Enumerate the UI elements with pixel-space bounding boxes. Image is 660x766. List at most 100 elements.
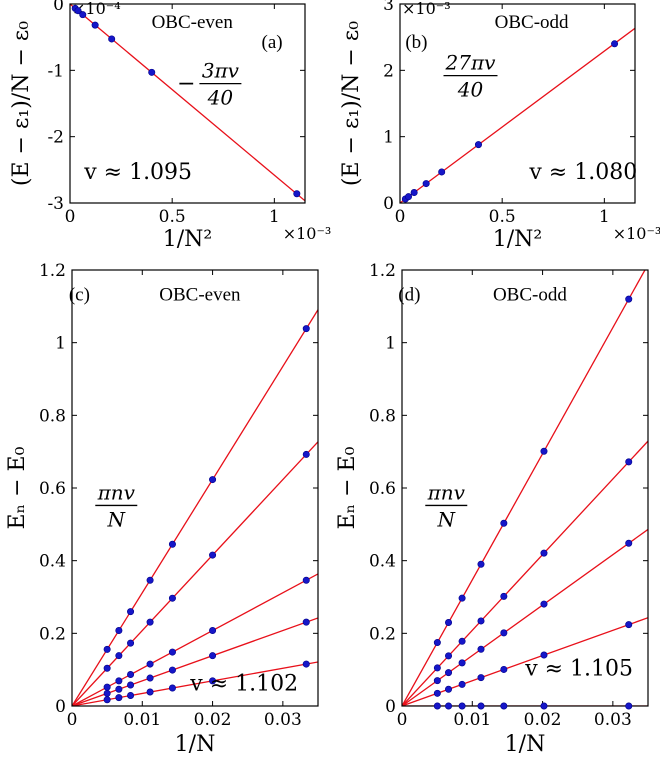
x-tick-label: 0.03	[264, 710, 302, 730]
data-point	[625, 295, 633, 303]
data-point	[127, 681, 135, 689]
y-axis-label: (E − ε₁)/N − ε₀	[9, 21, 34, 186]
formula-numerator: 3πv	[202, 59, 240, 83]
y-tick-label: 3	[383, 0, 394, 15]
x-tick-label: 0.5	[489, 207, 516, 227]
data-point	[293, 190, 301, 198]
data-point	[103, 696, 111, 704]
formula-sign: −	[177, 72, 195, 97]
data-point	[445, 685, 453, 693]
panel-tag: (b)	[405, 32, 427, 53]
y-tick-label: 0	[55, 697, 66, 717]
y-tick-label: 2	[383, 61, 394, 81]
y-tick-label: 1	[383, 128, 394, 148]
data-point	[445, 619, 453, 627]
y-tick-label: 0.2	[39, 624, 66, 644]
formula-denominator: N	[437, 507, 457, 531]
data-point	[302, 576, 310, 584]
data-point	[74, 7, 82, 15]
panel-title: OBC-odd	[493, 285, 567, 306]
panel-c: 0 0.01 0.02 0.03 0 0.2 0.4 0.6 0.8 1 1.2 1/N Eₙ − E₀…	[5, 261, 319, 757]
data-point	[302, 660, 310, 668]
y-axis-label: Eₙ − E₀	[335, 446, 360, 529]
data-point	[477, 674, 485, 682]
panel-title: OBC-even	[152, 12, 234, 33]
data-point	[458, 680, 466, 688]
data-point	[168, 648, 176, 656]
velocity-label: v ≈ 1.080	[528, 160, 637, 185]
data-point	[625, 702, 633, 710]
data-point	[433, 677, 441, 685]
data-point	[115, 694, 123, 702]
data-point	[458, 637, 466, 645]
data-point	[477, 560, 485, 568]
x-tick-label: 0	[67, 710, 78, 730]
data-point	[433, 689, 441, 697]
data-point	[146, 688, 154, 696]
data-point	[127, 639, 135, 647]
data-point	[540, 651, 548, 659]
velocity-label: v ≈ 1.095	[83, 160, 192, 185]
formula-denominator: N	[107, 507, 127, 531]
formula-denominator: 40	[207, 86, 234, 110]
y-axis-label: (E − ε₁)/N − ε₀	[339, 21, 364, 186]
data-point	[127, 671, 135, 679]
data-point	[209, 652, 217, 660]
data-point	[445, 669, 453, 677]
data-point	[625, 458, 633, 466]
data-point	[209, 677, 217, 685]
fit-formula: πnv N	[95, 480, 138, 531]
fit-line-0	[72, 661, 318, 706]
velocity-label: v ≈ 1.102	[189, 672, 298, 697]
data-point	[168, 684, 176, 692]
data-point	[405, 193, 413, 201]
x-axis-label: 1/N²	[493, 227, 542, 252]
data-point	[127, 691, 135, 699]
panel-tag: (c)	[69, 285, 90, 306]
data-point	[433, 702, 441, 710]
x-tick-label: 1	[269, 207, 280, 227]
data-point	[625, 539, 633, 547]
y-tick-label: 1	[385, 334, 396, 354]
x-multiplier: ×10⁻³	[613, 224, 660, 243]
fit-line-3	[402, 440, 648, 706]
data-point	[103, 664, 111, 672]
x-tick-label: 0.01	[123, 710, 161, 730]
data-points	[433, 295, 633, 710]
panel-title: OBC-even	[159, 285, 241, 306]
fit-lines	[402, 270, 648, 706]
fit-formula: πnv N	[425, 480, 468, 531]
data-point	[209, 551, 217, 559]
y-tick-label: 1.2	[39, 261, 66, 281]
data-point	[148, 68, 156, 76]
y-tick-label: 0.4	[39, 552, 66, 572]
data-point	[209, 627, 217, 635]
data-point	[458, 594, 466, 602]
data-point	[302, 325, 310, 333]
axes-box	[69, 3, 306, 204]
y-tick-label: 0	[53, 0, 64, 15]
panel-title: OBC-odd	[495, 12, 569, 33]
x-tick-label: 0.5	[159, 207, 186, 227]
formula-denominator: 40	[457, 78, 484, 102]
data-point	[500, 519, 508, 527]
x-axis-label: 1/N²	[163, 227, 212, 252]
y-tick-label: 0.6	[39, 479, 66, 499]
x-axis-label: 1/N	[505, 732, 546, 757]
data-point	[302, 450, 310, 458]
y-tick-label: 0.4	[369, 552, 396, 572]
data-point	[146, 674, 154, 682]
x-tick-label: 0	[397, 710, 408, 730]
data-point	[458, 659, 466, 667]
fit-line-4	[402, 270, 646, 706]
data-point	[146, 618, 154, 626]
formula-numerator: πnv	[427, 480, 466, 504]
fit-line-2	[72, 573, 318, 706]
data-point	[115, 627, 123, 635]
data-point	[146, 576, 154, 584]
data-point	[433, 639, 441, 647]
data-point	[445, 652, 453, 660]
data-point	[540, 447, 548, 455]
fit-line-4	[72, 309, 318, 706]
data-points	[103, 325, 310, 704]
